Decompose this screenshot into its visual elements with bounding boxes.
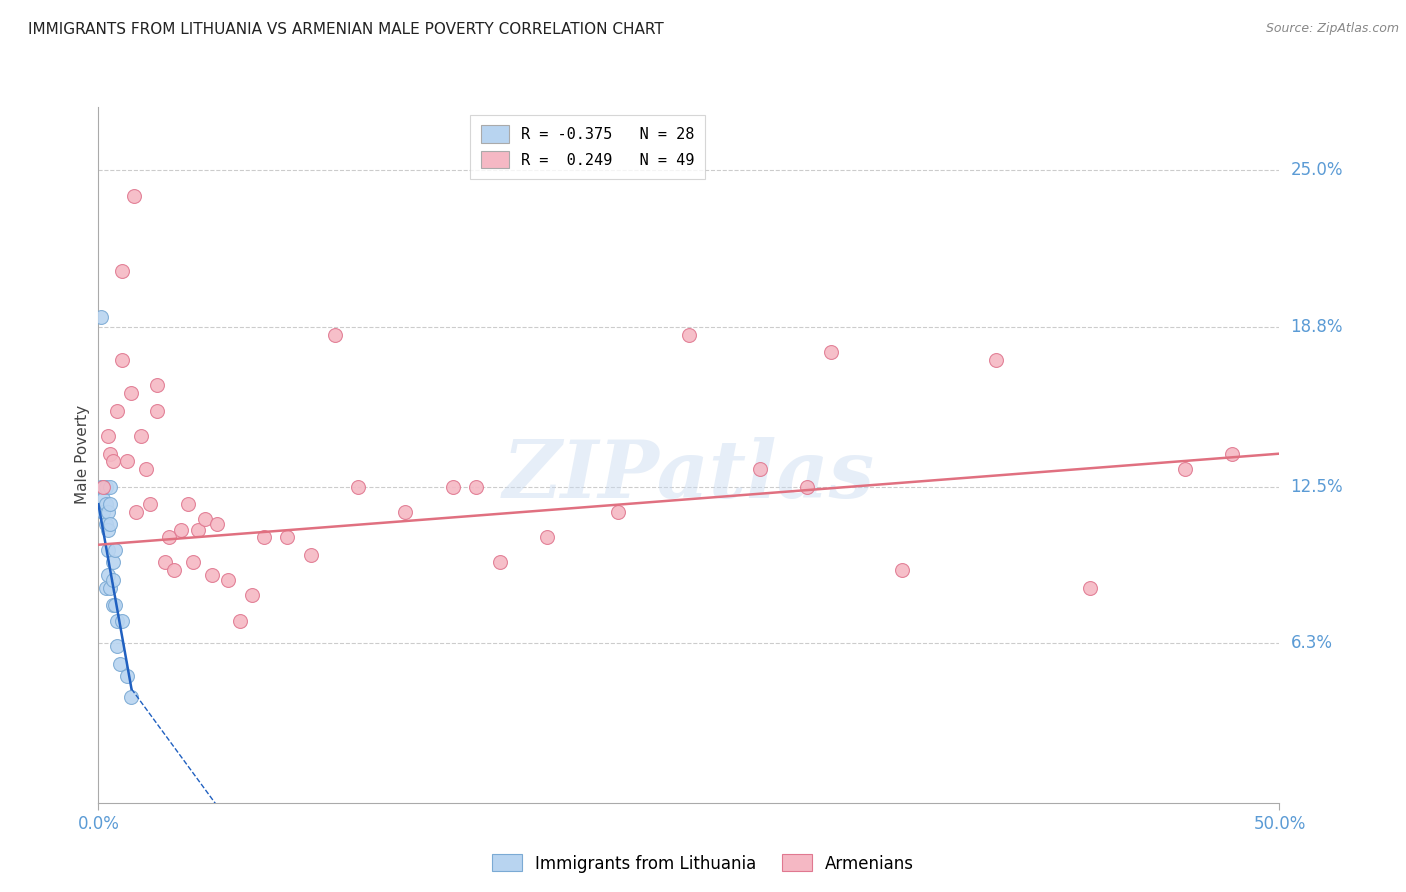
Point xyxy=(90,479,112,493)
Point xyxy=(97,429,120,443)
Point xyxy=(115,454,138,468)
Point xyxy=(97,505,120,519)
Point xyxy=(97,568,120,582)
Point xyxy=(1220,447,1243,461)
Point xyxy=(111,264,134,278)
Point xyxy=(91,479,114,493)
Point xyxy=(101,454,124,468)
Point xyxy=(984,353,1007,368)
Point xyxy=(229,614,252,628)
Point xyxy=(121,386,143,401)
Point xyxy=(111,614,134,628)
Point xyxy=(170,523,193,537)
Point xyxy=(105,614,128,628)
Point xyxy=(177,497,200,511)
Point xyxy=(98,517,121,532)
Text: 25.0%: 25.0% xyxy=(1291,161,1343,179)
Point xyxy=(181,556,204,570)
Point xyxy=(153,556,176,570)
Point xyxy=(105,403,128,417)
Point xyxy=(108,657,131,671)
Point xyxy=(607,505,630,519)
Text: 6.3%: 6.3% xyxy=(1291,634,1333,652)
Point xyxy=(1174,462,1197,476)
Point xyxy=(90,310,112,324)
Point xyxy=(276,530,298,544)
Point xyxy=(94,479,117,493)
Point xyxy=(121,690,143,704)
Point xyxy=(101,556,124,570)
Point xyxy=(105,639,128,653)
Point xyxy=(91,505,114,519)
Point xyxy=(187,523,209,537)
Point xyxy=(678,327,700,342)
Point xyxy=(146,403,169,417)
Point xyxy=(111,353,134,368)
Point xyxy=(748,462,770,476)
Point xyxy=(394,505,416,519)
Point xyxy=(820,345,842,359)
Text: 12.5%: 12.5% xyxy=(1291,477,1343,496)
Point xyxy=(129,429,152,443)
Point xyxy=(489,556,512,570)
Point xyxy=(94,517,117,532)
Point xyxy=(115,669,138,683)
Point xyxy=(201,568,224,582)
Point xyxy=(125,505,148,519)
Point xyxy=(101,599,124,613)
Text: IMMIGRANTS FROM LITHUANIA VS ARMENIAN MALE POVERTY CORRELATION CHART: IMMIGRANTS FROM LITHUANIA VS ARMENIAN MA… xyxy=(28,22,664,37)
Point xyxy=(240,588,263,602)
Point xyxy=(122,188,145,202)
Text: 18.8%: 18.8% xyxy=(1291,318,1343,336)
Point xyxy=(536,530,558,544)
Point xyxy=(97,542,120,557)
Point xyxy=(139,497,162,511)
Point xyxy=(163,563,186,577)
Point xyxy=(101,573,124,587)
Point xyxy=(104,599,127,613)
Point xyxy=(217,573,239,587)
Point xyxy=(135,462,157,476)
Point xyxy=(205,517,228,532)
Point xyxy=(98,447,121,461)
Point xyxy=(299,548,322,562)
Point xyxy=(104,542,127,557)
Point xyxy=(465,479,488,493)
Point xyxy=(91,492,114,507)
Text: Source: ZipAtlas.com: Source: ZipAtlas.com xyxy=(1265,22,1399,36)
Point xyxy=(194,512,217,526)
Y-axis label: Male Poverty: Male Poverty xyxy=(75,405,90,505)
Point xyxy=(97,523,120,537)
Point xyxy=(441,479,464,493)
Point xyxy=(347,479,370,493)
Point xyxy=(98,479,121,493)
Point xyxy=(796,479,818,493)
Point xyxy=(157,530,180,544)
Point xyxy=(1080,581,1102,595)
Point xyxy=(323,327,346,342)
Legend: Immigrants from Lithuania, Armenians: Immigrants from Lithuania, Armenians xyxy=(485,847,921,880)
Point xyxy=(94,497,117,511)
Point xyxy=(98,581,121,595)
Legend: R = -0.375   N = 28, R =  0.249   N = 49: R = -0.375 N = 28, R = 0.249 N = 49 xyxy=(471,115,704,179)
Point xyxy=(91,479,114,493)
Point xyxy=(98,497,121,511)
Point xyxy=(253,530,276,544)
Point xyxy=(94,581,117,595)
Text: ZIPatlas: ZIPatlas xyxy=(503,437,875,515)
Point xyxy=(890,563,912,577)
Point xyxy=(146,378,169,392)
